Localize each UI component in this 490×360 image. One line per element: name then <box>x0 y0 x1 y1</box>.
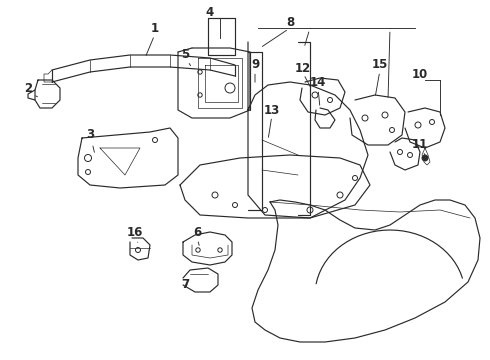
Text: 16: 16 <box>127 225 143 238</box>
Text: 8: 8 <box>286 15 294 28</box>
Text: 6: 6 <box>193 225 201 238</box>
Text: 4: 4 <box>206 5 214 18</box>
Text: 13: 13 <box>264 104 280 117</box>
Circle shape <box>422 155 428 161</box>
Text: 5: 5 <box>181 49 189 62</box>
Text: 11: 11 <box>412 139 428 152</box>
Text: 14: 14 <box>310 76 326 89</box>
Text: 15: 15 <box>372 58 388 72</box>
Text: 9: 9 <box>251 58 259 72</box>
Text: 3: 3 <box>86 129 94 141</box>
Text: 10: 10 <box>412 68 428 81</box>
Text: 2: 2 <box>24 81 32 94</box>
Text: 7: 7 <box>181 279 189 292</box>
Text: 12: 12 <box>295 62 311 75</box>
Text: 1: 1 <box>151 22 159 35</box>
